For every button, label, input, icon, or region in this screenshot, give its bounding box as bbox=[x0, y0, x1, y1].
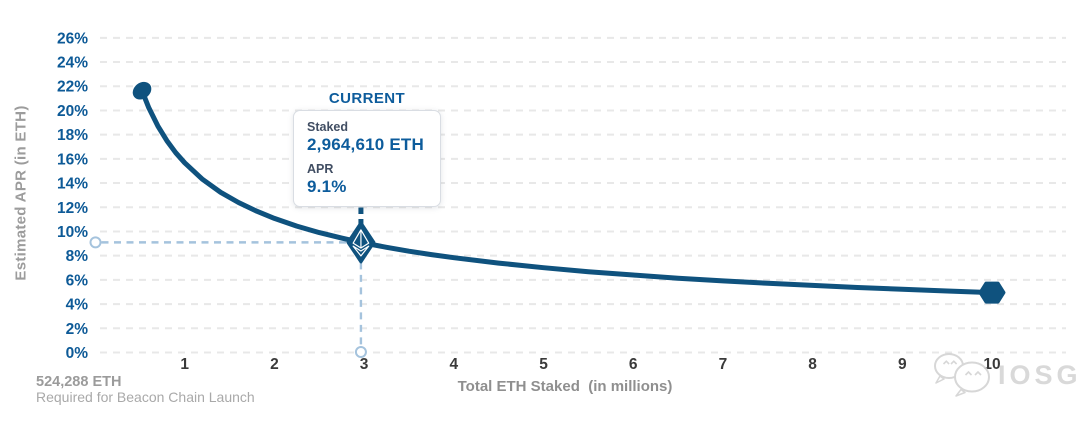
watermark-text: IOSG bbox=[998, 359, 1080, 390]
x-axis-title: Total ETH Staked (in millions) bbox=[457, 378, 673, 395]
tooltip-staked-value: 2,964,610 ETH bbox=[307, 135, 424, 155]
current-label: CURRENT bbox=[328, 90, 406, 107]
y-tick-label: 6% bbox=[66, 272, 89, 289]
wechat-bubbles-icon bbox=[934, 353, 990, 397]
current-point-marker[interactable] bbox=[346, 221, 376, 264]
staked-guide-axis-dot bbox=[354, 346, 367, 358]
y-tick-label: 2% bbox=[66, 321, 89, 338]
footnote-description: Required for Beacon Chain Launch bbox=[36, 389, 255, 406]
y-tick-label: 4% bbox=[66, 297, 89, 314]
x-tick-label: 9 bbox=[898, 356, 907, 373]
tooltip-staked-label: Staked bbox=[307, 120, 348, 134]
eth-logo-bottom bbox=[352, 245, 370, 257]
iosg-watermark: IOSG bbox=[930, 350, 1080, 400]
y-tick-label: 12% bbox=[57, 200, 88, 217]
beacon-launch-footnote: 524,288 ETH Required for Beacon Chain La… bbox=[36, 374, 255, 406]
x-tick-label: 7 bbox=[719, 356, 728, 373]
x-tick-label: 2 bbox=[270, 356, 279, 373]
curve-start-marker bbox=[132, 81, 152, 100]
apr-guide-axis-dot bbox=[89, 236, 102, 249]
x-tick-label: 6 bbox=[629, 356, 638, 373]
current-tooltip: Staked 2,964,610 ETH APR 9.1% bbox=[293, 110, 441, 208]
y-tick-label: 16% bbox=[57, 151, 88, 168]
tooltip-apr-label: APR bbox=[307, 161, 334, 176]
y-tick-label: 10% bbox=[57, 224, 88, 241]
y-tick-label: 18% bbox=[57, 127, 88, 144]
x-tick-label: 10 bbox=[983, 356, 1000, 373]
y-tick-label: 24% bbox=[57, 55, 88, 72]
curve-end-marker bbox=[978, 281, 1006, 304]
eth-logo-top bbox=[352, 229, 370, 249]
y-tick-label: 8% bbox=[66, 248, 89, 265]
y-tick-label: 26% bbox=[57, 30, 88, 47]
x-tick-label: 1 bbox=[180, 356, 189, 373]
x-tick-label: 3 bbox=[360, 356, 369, 373]
y-axis-title: Estimated APR (in ETH) bbox=[12, 105, 30, 281]
y-tick-label: 0% bbox=[66, 345, 89, 362]
y-tick-label: 22% bbox=[57, 79, 88, 96]
y-tick-label: 14% bbox=[57, 176, 88, 193]
y-tick-label: 20% bbox=[57, 103, 88, 120]
tooltip-apr-value: 9.1% bbox=[307, 176, 347, 196]
footnote-eth-amount: 524,288 ETH bbox=[36, 374, 122, 390]
x-tick-label: 8 bbox=[808, 356, 817, 373]
apr-curve bbox=[139, 88, 995, 296]
x-tick-label: 4 bbox=[449, 356, 458, 373]
x-tick-label: 5 bbox=[539, 356, 548, 373]
